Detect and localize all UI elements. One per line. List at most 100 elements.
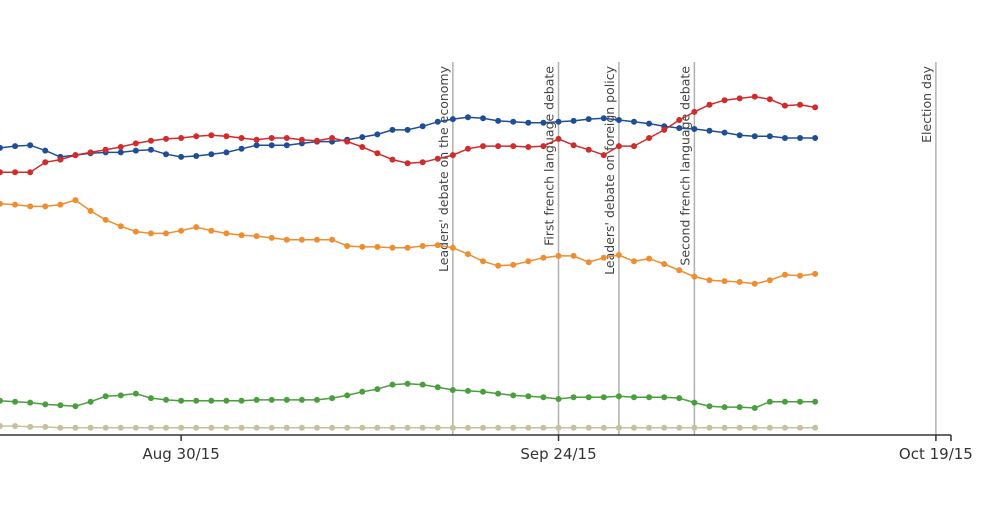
data-point <box>480 258 487 265</box>
data-point <box>721 97 728 104</box>
data-point <box>751 133 758 140</box>
data-point <box>464 251 471 258</box>
data-point <box>208 132 215 139</box>
data-point <box>147 424 154 431</box>
data-point <box>555 424 562 431</box>
data-point <box>87 149 94 156</box>
data-point <box>510 392 517 399</box>
data-point <box>132 147 139 154</box>
data-point <box>208 227 215 234</box>
data-point <box>374 424 381 431</box>
data-point <box>525 424 532 431</box>
data-point <box>389 126 396 133</box>
data-point <box>721 424 728 431</box>
data-point <box>72 424 79 431</box>
data-point <box>419 243 426 249</box>
data-point <box>766 96 773 103</box>
data-point <box>615 393 622 400</box>
data-point <box>314 424 320 431</box>
data-point <box>525 144 532 150</box>
data-point <box>298 136 305 143</box>
data-point <box>510 424 517 431</box>
data-point <box>676 267 683 274</box>
data-point <box>404 380 411 387</box>
data-point <box>238 232 245 239</box>
data-point <box>102 393 109 400</box>
data-point <box>238 424 245 431</box>
data-point <box>480 143 487 150</box>
data-point <box>314 396 320 403</box>
data-point <box>12 398 19 405</box>
data-point <box>238 135 245 141</box>
data-point <box>359 243 366 250</box>
data-point <box>163 424 170 431</box>
data-point <box>600 152 607 159</box>
data-point <box>570 117 577 124</box>
data-point <box>178 397 185 404</box>
data-point <box>751 280 758 287</box>
data-point <box>132 140 139 147</box>
data-point <box>766 277 773 284</box>
data-point <box>57 201 64 208</box>
data-point <box>615 117 622 123</box>
data-point <box>464 424 471 431</box>
data-point <box>495 262 502 269</box>
data-point <box>751 93 758 100</box>
data-point <box>706 403 713 410</box>
data-point <box>57 156 64 163</box>
data-point <box>389 424 396 431</box>
data-point <box>736 424 743 431</box>
data-point <box>329 424 336 431</box>
data-point <box>374 131 381 138</box>
data-point <box>132 228 139 235</box>
data-point <box>555 396 562 402</box>
data-point <box>797 424 804 431</box>
data-point <box>631 394 637 401</box>
data-point <box>42 401 49 408</box>
data-point <box>540 424 547 431</box>
data-point <box>268 135 275 141</box>
data-point <box>510 143 517 150</box>
data-point <box>12 143 19 150</box>
data-point <box>631 118 637 125</box>
data-point <box>721 129 728 136</box>
data-point <box>329 395 336 402</box>
data-point <box>631 258 637 265</box>
data-point <box>223 230 230 237</box>
data-point <box>766 424 773 431</box>
data-point <box>374 243 381 250</box>
data-point <box>449 116 456 123</box>
data-point <box>555 252 562 259</box>
data-point <box>751 405 758 411</box>
data-point <box>178 227 185 234</box>
annotation-label: Second french language debate <box>677 66 692 266</box>
data-point <box>12 201 19 208</box>
data-point <box>661 126 668 133</box>
data-point <box>585 424 592 431</box>
data-point <box>751 424 758 431</box>
data-point <box>27 399 34 406</box>
data-point <box>193 397 200 404</box>
data-point <box>434 384 441 391</box>
data-point <box>540 119 547 126</box>
data-point <box>676 117 683 123</box>
data-point <box>27 142 34 149</box>
data-point <box>495 143 502 150</box>
data-point <box>736 95 743 102</box>
x-tick-label: Oct 19/15 <box>899 445 973 463</box>
data-point <box>480 115 487 122</box>
data-point <box>691 108 698 115</box>
data-point <box>389 381 396 388</box>
data-point <box>298 236 305 243</box>
data-point <box>676 125 683 132</box>
data-point <box>570 394 577 401</box>
data-point <box>404 424 411 431</box>
data-point <box>359 134 366 141</box>
data-point <box>102 424 109 431</box>
data-point <box>812 424 819 431</box>
data-point <box>132 424 139 431</box>
data-point <box>797 101 804 108</box>
data-point <box>646 120 653 127</box>
data-point <box>42 423 49 430</box>
